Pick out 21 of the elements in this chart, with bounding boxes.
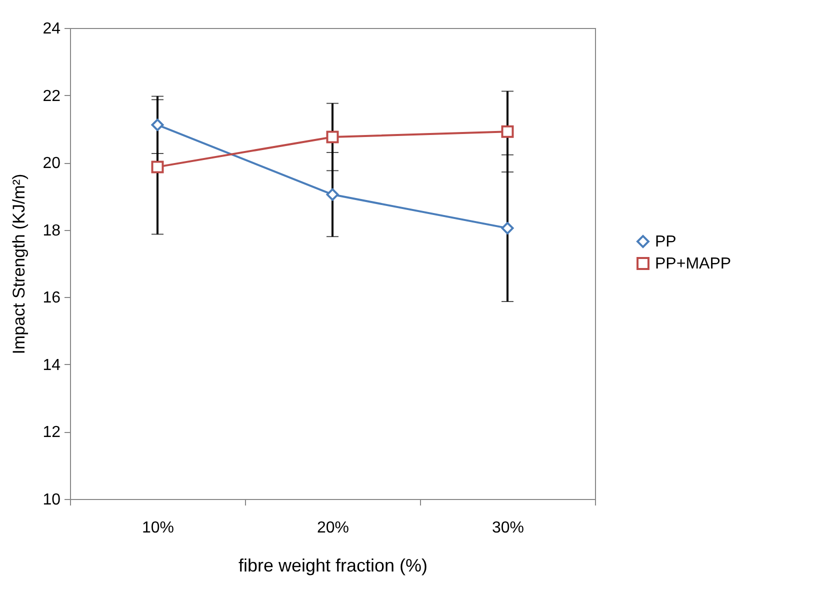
x-tick-label: 20% bbox=[316, 520, 350, 536]
y-tick-label: 20 bbox=[42, 155, 61, 172]
y-tick-label: 18 bbox=[42, 222, 61, 240]
point bbox=[326, 130, 339, 144]
point bbox=[151, 160, 164, 174]
legend-label: PP+MAPP bbox=[655, 256, 732, 272]
y-tick-label: 10 bbox=[42, 492, 61, 508]
y-axis-title: Impact Strength (KJ/m²) bbox=[10, 174, 29, 354]
point bbox=[151, 118, 164, 132]
x-tick-label: 30% bbox=[492, 520, 524, 536]
x-tick-label: 10% bbox=[142, 520, 174, 536]
legend-label: PP bbox=[655, 234, 676, 250]
y-tick-label: 24 bbox=[42, 20, 61, 38]
point bbox=[326, 188, 339, 201]
x-axis-title: fibre weight fraction (%) bbox=[238, 556, 428, 576]
y-tick-label: 14 bbox=[42, 356, 61, 374]
point bbox=[501, 222, 514, 234]
y-tick-label: 22 bbox=[42, 88, 61, 105]
y-tick-label: 12 bbox=[42, 424, 61, 442]
point bbox=[501, 125, 514, 138]
y-tick-label: 16 bbox=[42, 290, 61, 307]
